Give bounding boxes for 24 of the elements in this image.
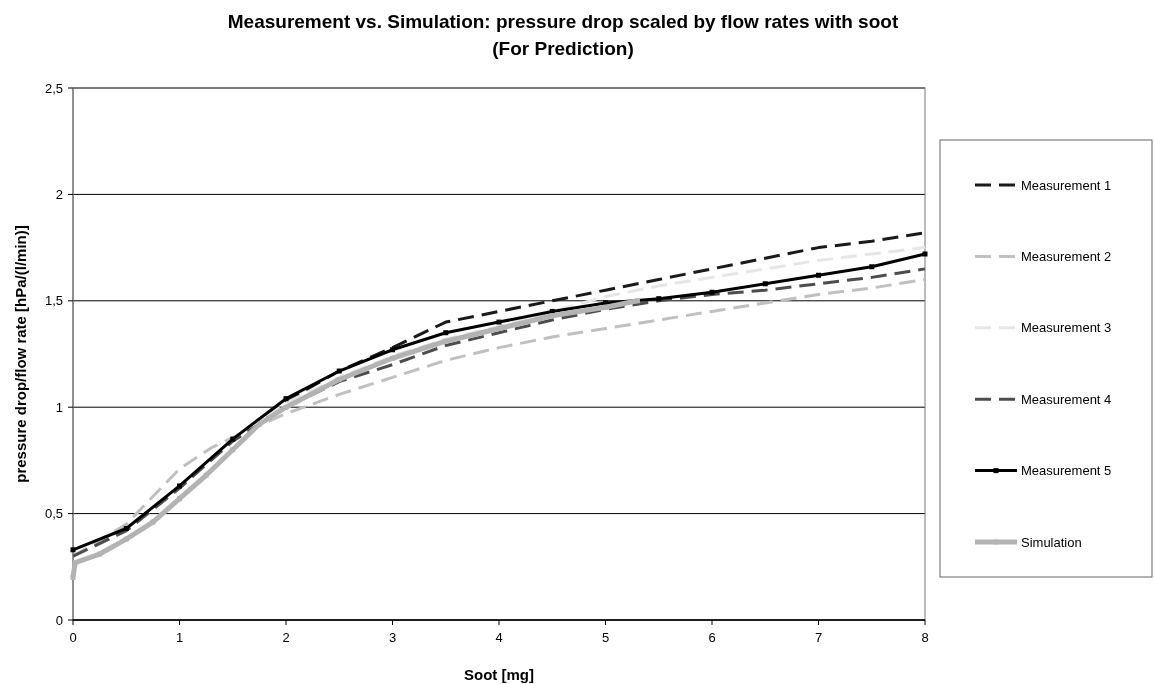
y-tick-label: 1,5 — [44, 293, 63, 309]
legend-label: Measurement 5 — [1021, 463, 1112, 479]
y-tick-label: 0 — [55, 612, 63, 628]
chart-title: Measurement vs. Simulation: pressure drop scaled by flow rates with soot (For Prediction) — [227, 11, 899, 59]
x-tick-label: 7 — [814, 630, 823, 645]
y-axis-title: pressure drop/flow rate [hPa/(l/min)] — [12, 225, 29, 483]
x-tick-label: 3 — [388, 630, 397, 645]
x-axis-title: Soot [mg] — [464, 666, 534, 683]
x-tick-label: 8 — [921, 630, 929, 645]
y-tick-label: 2,5 — [44, 80, 63, 96]
x-tick-label: 0 — [69, 630, 77, 645]
y-tick-label: 2 — [55, 186, 63, 202]
legend-label: Simulation — [1021, 534, 1082, 550]
y-tick-label: 1 — [55, 399, 63, 415]
legend-label: Measurement 2 — [1021, 248, 1112, 264]
x-tick-label: 2 — [282, 630, 290, 645]
legend-label: Measurement 1 — [1021, 177, 1112, 193]
x-tick-label: 4 — [495, 630, 503, 645]
y-tick-label: 0,5 — [44, 506, 63, 522]
x-tick-label: 5 — [601, 630, 610, 645]
x-tick-label: 1 — [175, 630, 184, 645]
legend-label: Measurement 3 — [1021, 320, 1112, 336]
legend-label: Measurement 4 — [1021, 391, 1112, 407]
x-tick-label: 6 — [708, 630, 716, 645]
